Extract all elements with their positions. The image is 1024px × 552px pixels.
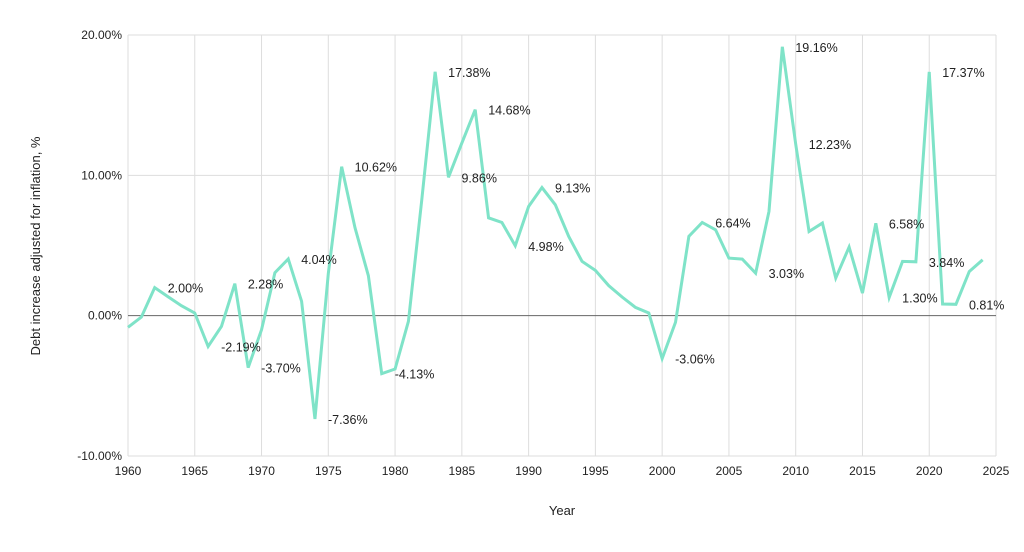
y-tick-label: -10.00% [77,449,122,463]
data-label: 6.64% [715,216,750,230]
data-label: 4.04% [301,253,336,267]
y-tick-label: 10.00% [81,168,122,182]
data-label: 0.81% [969,298,1004,312]
x-tick-label: 2025 [983,464,1010,478]
x-tick-label: 2015 [849,464,876,478]
data-label: 10.62% [355,161,397,175]
x-tick-label: 1995 [582,464,609,478]
x-tick-label: 1965 [181,464,208,478]
data-label: 14.68% [488,104,530,118]
data-label: 9.13% [555,182,590,196]
data-label: 2.28% [248,278,283,292]
x-tick-label: 1985 [448,464,475,478]
data-label: 3.03% [769,267,804,281]
data-label: 19.16% [795,41,837,55]
data-line [128,47,983,419]
x-tick-label: 2005 [716,464,743,478]
data-label: 4.98% [528,240,563,254]
data-label: -3.06% [675,353,715,367]
series [128,47,983,419]
data-label: -4.13% [395,368,435,382]
data-label: 17.37% [942,66,984,80]
data-label: -2.19% [221,340,261,354]
data-label: 6.58% [889,217,924,231]
x-tick-label: 2010 [782,464,809,478]
data-label: 17.38% [448,66,490,80]
data-label: 12.23% [809,138,851,152]
y-tick-label: 20.00% [81,28,122,42]
y-axis-ticks: -10.00% 0.00% 10.00% 20.00% [77,28,122,463]
x-tick-label: 1980 [382,464,409,478]
data-label: 2.00% [168,282,203,296]
y-axis-label: Debt increase adjusted for inflation, % [28,136,43,355]
data-label: 1.30% [902,291,937,305]
data-label: 9.86% [461,171,496,185]
x-tick-label: 1960 [115,464,142,478]
x-tick-label: 2020 [916,464,943,478]
y-tick-label: 0.00% [88,309,122,323]
x-tick-label: 2000 [649,464,676,478]
data-label: 3.84% [929,256,964,270]
x-tick-label: 1970 [248,464,275,478]
x-axis-ticks: 1960 1965 1970 1975 1980 1985 1990 1995 2000 2005… [115,464,1010,478]
x-tick-label: 1975 [315,464,342,478]
data-label: -3.70% [261,362,301,376]
data-label: -7.36% [328,413,368,427]
x-tick-label: 1990 [515,464,542,478]
x-axis-label: Year [549,503,576,518]
